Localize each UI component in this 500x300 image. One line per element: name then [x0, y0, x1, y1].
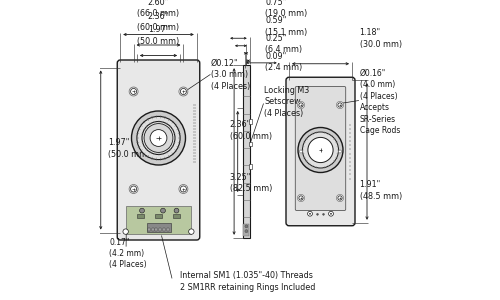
- FancyBboxPatch shape: [117, 60, 200, 240]
- Circle shape: [179, 87, 188, 96]
- Circle shape: [130, 186, 136, 192]
- Bar: [244, 224, 250, 236]
- Text: 3.25"
(82.5 mm): 3.25" (82.5 mm): [230, 173, 272, 193]
- Circle shape: [132, 111, 186, 165]
- Bar: [148, 228, 150, 231]
- Text: 0.59"
(15.1 mm): 0.59" (15.1 mm): [265, 16, 307, 37]
- FancyBboxPatch shape: [286, 77, 355, 226]
- Circle shape: [299, 103, 303, 107]
- Text: 2.60"
(66.0 mm): 2.60" (66.0 mm): [138, 0, 179, 18]
- Circle shape: [174, 208, 179, 213]
- Text: 2.36"
(60.0 mm): 2.36" (60.0 mm): [138, 12, 179, 32]
- Circle shape: [130, 88, 136, 94]
- Bar: [163, 228, 165, 231]
- Circle shape: [298, 128, 343, 172]
- Circle shape: [330, 213, 332, 214]
- Circle shape: [142, 122, 175, 154]
- Text: 0.09"
(2.4 mm): 0.09" (2.4 mm): [265, 52, 302, 72]
- Circle shape: [308, 137, 333, 163]
- Circle shape: [338, 103, 342, 107]
- Circle shape: [298, 101, 304, 109]
- Text: Locking M3
Setscrew
(4 Places): Locking M3 Setscrew (4 Places): [264, 86, 310, 118]
- Circle shape: [336, 194, 344, 202]
- Bar: [250, 164, 252, 169]
- FancyBboxPatch shape: [296, 86, 346, 211]
- Bar: [126, 206, 192, 234]
- Bar: [250, 119, 252, 124]
- Text: 0.75"
(19.0 mm): 0.75" (19.0 mm): [265, 0, 307, 18]
- Text: Ø0.16"
(4.0 mm)
(4 Places)
Accepts
SR-Series
Cage Rods: Ø0.16" (4.0 mm) (4 Places) Accepts SR-Se…: [360, 69, 400, 135]
- Circle shape: [245, 225, 248, 228]
- Bar: [167, 228, 169, 231]
- Circle shape: [299, 196, 303, 200]
- Circle shape: [245, 230, 248, 233]
- Text: Internal SM1 (1.035"-40) Threads
2 SM1RR retaining Rings Included: Internal SM1 (1.035"-40) Threads 2 SM1RR…: [180, 271, 315, 292]
- Circle shape: [328, 211, 334, 216]
- Text: 2.36"
(60.0 mm): 2.36" (60.0 mm): [230, 120, 272, 141]
- Bar: [155, 214, 162, 218]
- Circle shape: [140, 208, 144, 213]
- Circle shape: [316, 214, 318, 215]
- Circle shape: [300, 150, 302, 153]
- Bar: [137, 214, 144, 218]
- Bar: [146, 223, 171, 232]
- Text: 1.97"
(50.0 mm): 1.97" (50.0 mm): [138, 26, 179, 46]
- Circle shape: [180, 186, 186, 192]
- Bar: [250, 142, 252, 146]
- Circle shape: [338, 150, 342, 153]
- Circle shape: [180, 88, 186, 94]
- Text: Ø0.12"
(3.0 mm)
(4 Places): Ø0.12" (3.0 mm) (4 Places): [211, 59, 250, 91]
- Circle shape: [298, 194, 304, 202]
- Circle shape: [308, 211, 312, 216]
- Text: 1.18"
(30.0 mm): 1.18" (30.0 mm): [360, 28, 402, 49]
- Bar: [173, 214, 180, 218]
- Circle shape: [179, 184, 188, 194]
- Text: 1.97"
(50.0 mm): 1.97" (50.0 mm): [108, 138, 150, 159]
- Bar: [156, 228, 158, 231]
- Text: 1.91"
(48.5 mm): 1.91" (48.5 mm): [360, 180, 402, 201]
- Circle shape: [123, 229, 128, 234]
- Text: 0.25"
(6.4 mm): 0.25" (6.4 mm): [265, 34, 302, 54]
- Circle shape: [322, 214, 324, 215]
- Circle shape: [137, 116, 180, 160]
- Text: 0.17"
(4.2 mm)
(4 Places): 0.17" (4.2 mm) (4 Places): [109, 238, 146, 269]
- Circle shape: [302, 132, 338, 168]
- Circle shape: [144, 124, 173, 152]
- Bar: [159, 228, 162, 231]
- Circle shape: [129, 87, 138, 96]
- Circle shape: [150, 130, 167, 146]
- Circle shape: [336, 101, 344, 109]
- Circle shape: [160, 208, 166, 213]
- Circle shape: [338, 196, 342, 200]
- Circle shape: [129, 184, 138, 194]
- Circle shape: [188, 229, 194, 234]
- Bar: [243, 65, 250, 238]
- Bar: [152, 228, 154, 231]
